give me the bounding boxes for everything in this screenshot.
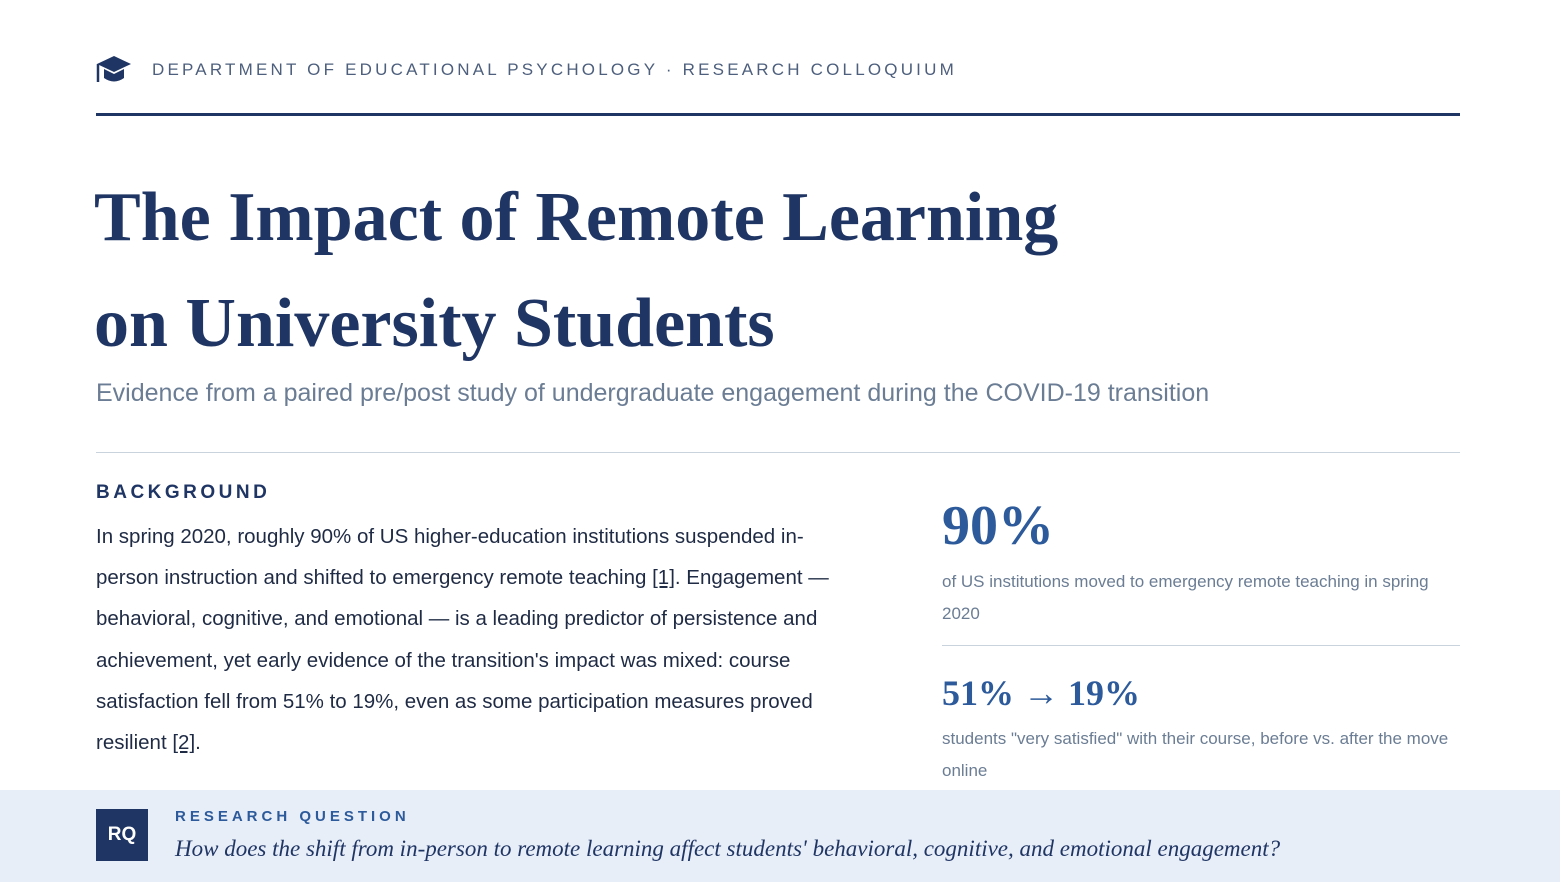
- divider: [942, 645, 1460, 646]
- rq-label: RESEARCH QUESTION: [175, 808, 410, 825]
- stat-value: 51% → 19%: [942, 673, 1140, 713]
- title: on University Students: [94, 285, 775, 362]
- stat-caption: students "very satisfied" with their cou…: [942, 729, 1449, 780]
- divider: [96, 452, 1460, 453]
- stat-caption: of US institutions moved to emergency re…: [942, 572, 1429, 623]
- text: . Engagement — behavioral, cognitive, an…: [96, 566, 829, 755]
- citation[interactable]: [2]: [172, 731, 196, 755]
- rq-badge: RQ: [96, 809, 148, 861]
- citation[interactable]: [1]: [652, 566, 675, 590]
- paragraph: In spring 2020, roughly 90% of US higher…: [96, 516, 866, 763]
- section-heading: BACKGROUND: [96, 482, 271, 503]
- rq-question: How does the shift from in-person to rem…: [175, 836, 1281, 861]
- cap-icon: [96, 56, 131, 82]
- rq-band: [0, 790, 1560, 882]
- title: The Impact of Remote Learning: [94, 179, 1059, 256]
- text: In spring 2020, roughly 90% of US higher…: [96, 525, 804, 590]
- stat-value: 90%: [942, 495, 1054, 557]
- header-label: DEPARTMENT OF EDUCATIONAL PSYCHOLOGY · R…: [152, 60, 957, 79]
- subtitle: Evidence from a paired pre/post study of…: [96, 379, 1210, 407]
- text: .: [195, 731, 201, 755]
- header-rule: [96, 113, 1460, 116]
